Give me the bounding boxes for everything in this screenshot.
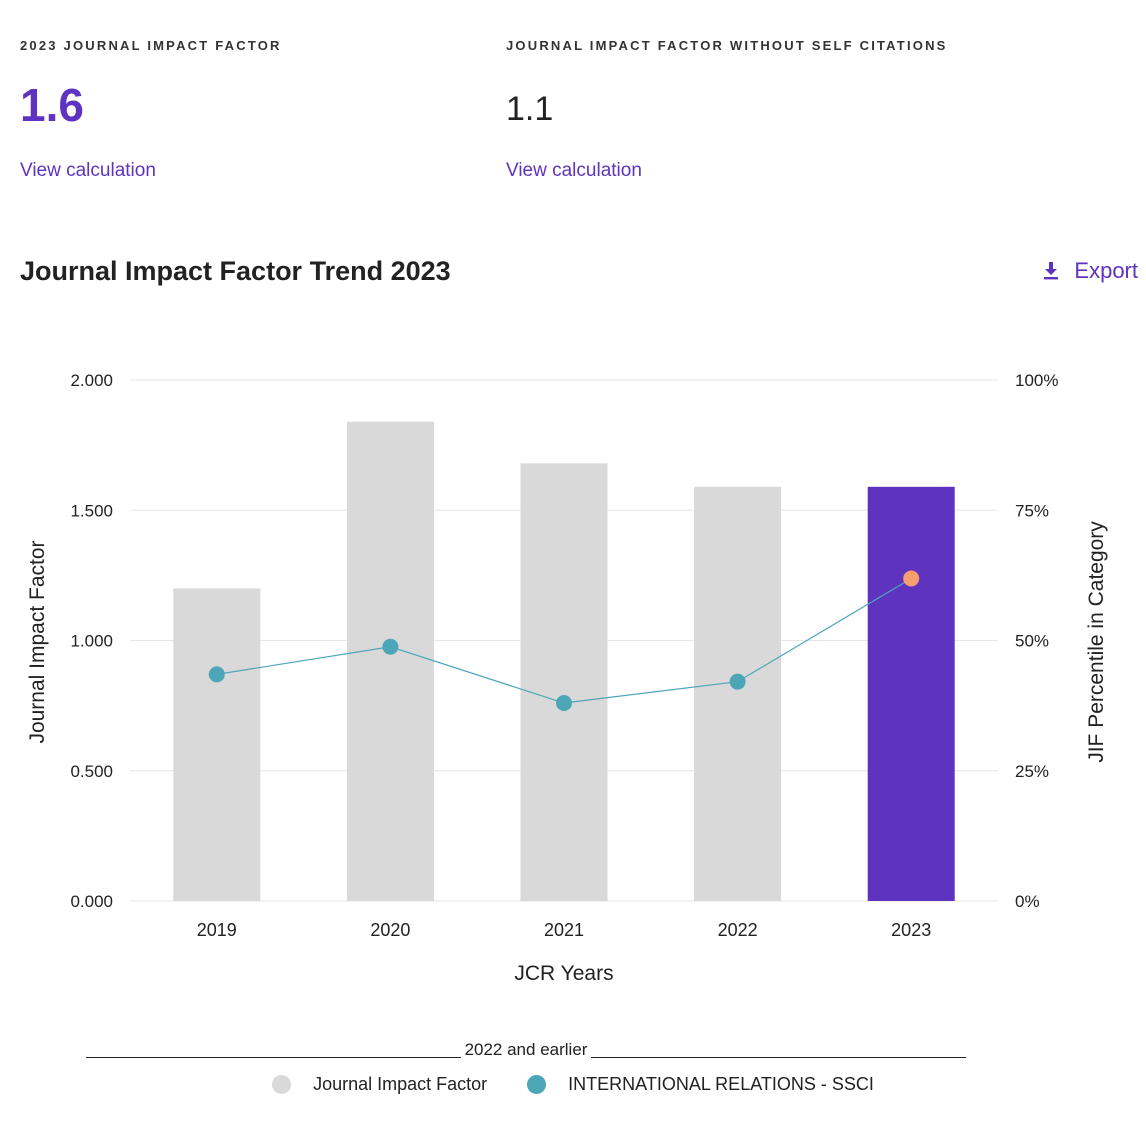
bar bbox=[520, 463, 608, 901]
export-button[interactable]: Export bbox=[1042, 258, 1138, 284]
jif-without-self-citations-metric: JOURNAL IMPACT FACTOR WITHOUT SELF CITAT… bbox=[506, 38, 948, 181]
jif-value: 1.6 bbox=[20, 79, 84, 131]
y2-tick-label: 75% bbox=[1015, 501, 1049, 520]
y-tick-label: 0.000 bbox=[70, 892, 113, 911]
legend-swatch-jif bbox=[272, 1075, 292, 1094]
jif-without-self-citations-view-calculation-link[interactable]: View calculation bbox=[506, 160, 642, 181]
bar bbox=[694, 486, 782, 901]
jif-label: 2023 JOURNAL IMPACT FACTOR bbox=[20, 38, 282, 53]
jif-view-calculation-link[interactable]: View calculation bbox=[20, 160, 156, 181]
y2-tick-label: 50% bbox=[1015, 632, 1049, 651]
percentile-point bbox=[556, 695, 572, 712]
legend-label-jif: Journal Impact Factor bbox=[313, 1074, 488, 1094]
bar bbox=[173, 588, 261, 901]
y2-tick-label: 0% bbox=[1015, 892, 1040, 911]
percentile-point bbox=[729, 673, 746, 690]
chart-title: Journal Impact Factor Trend 2023 bbox=[20, 256, 451, 286]
legend-title-text: 2022 and earlier bbox=[464, 1040, 588, 1059]
jif-metric: 2023 JOURNAL IMPACT FACTOR 1.6 View calc… bbox=[20, 38, 282, 181]
y-tick-label: 0.500 bbox=[70, 762, 113, 781]
bar bbox=[346, 421, 434, 901]
download-icon bbox=[1044, 262, 1059, 280]
percentile-point bbox=[903, 570, 920, 587]
x-tick-label: 2021 bbox=[544, 920, 584, 940]
legend-swatch-category bbox=[527, 1075, 547, 1094]
percentile-point bbox=[208, 666, 225, 683]
y2-axis-title: JIF Percentile in Category bbox=[1085, 521, 1108, 763]
jif-without-self-citations-value: 1.1 bbox=[506, 90, 554, 128]
y-tick-label: 1.500 bbox=[70, 501, 113, 520]
y2-tick-label: 100% bbox=[1015, 371, 1058, 390]
x-tick-label: 2020 bbox=[370, 920, 410, 940]
y-tick-label: 1.000 bbox=[70, 632, 113, 651]
legend-item-category[interactable]: INTERNATIONAL RELATIONS - SSCI bbox=[527, 1074, 874, 1095]
x-axis-title: JCR Years bbox=[514, 962, 613, 985]
y-tick-label: 2.000 bbox=[70, 371, 113, 390]
jif-without-self-citations-label: JOURNAL IMPACT FACTOR WITHOUT SELF CITAT… bbox=[506, 38, 948, 53]
legend-title: 2022 and earlier bbox=[86, 1040, 966, 1060]
legend-item-jif[interactable]: Journal Impact Factor bbox=[272, 1074, 487, 1095]
jif-trend-chart: 2.000 100% 1.500 75% 1.000 50% 0.500 25% 0.000 0%… bbox=[26, 371, 1108, 985]
y-axis-title: Journal Impact Factor bbox=[26, 540, 49, 743]
legend-rule-right bbox=[591, 1043, 966, 1058]
percentile-point bbox=[382, 638, 399, 655]
export-label: Export bbox=[1074, 258, 1138, 283]
chart-legend: Journal Impact Factor INTERNATIONAL RELA… bbox=[0, 1074, 1146, 1095]
x-tick-label: 2023 bbox=[891, 920, 931, 940]
legend-rule-left bbox=[86, 1043, 461, 1058]
legend-label-category: INTERNATIONAL RELATIONS - SSCI bbox=[568, 1074, 874, 1094]
y2-tick-label: 25% bbox=[1015, 762, 1049, 781]
bar bbox=[867, 486, 955, 901]
x-tick-label: 2019 bbox=[197, 920, 237, 940]
x-tick-label: 2022 bbox=[718, 920, 758, 940]
